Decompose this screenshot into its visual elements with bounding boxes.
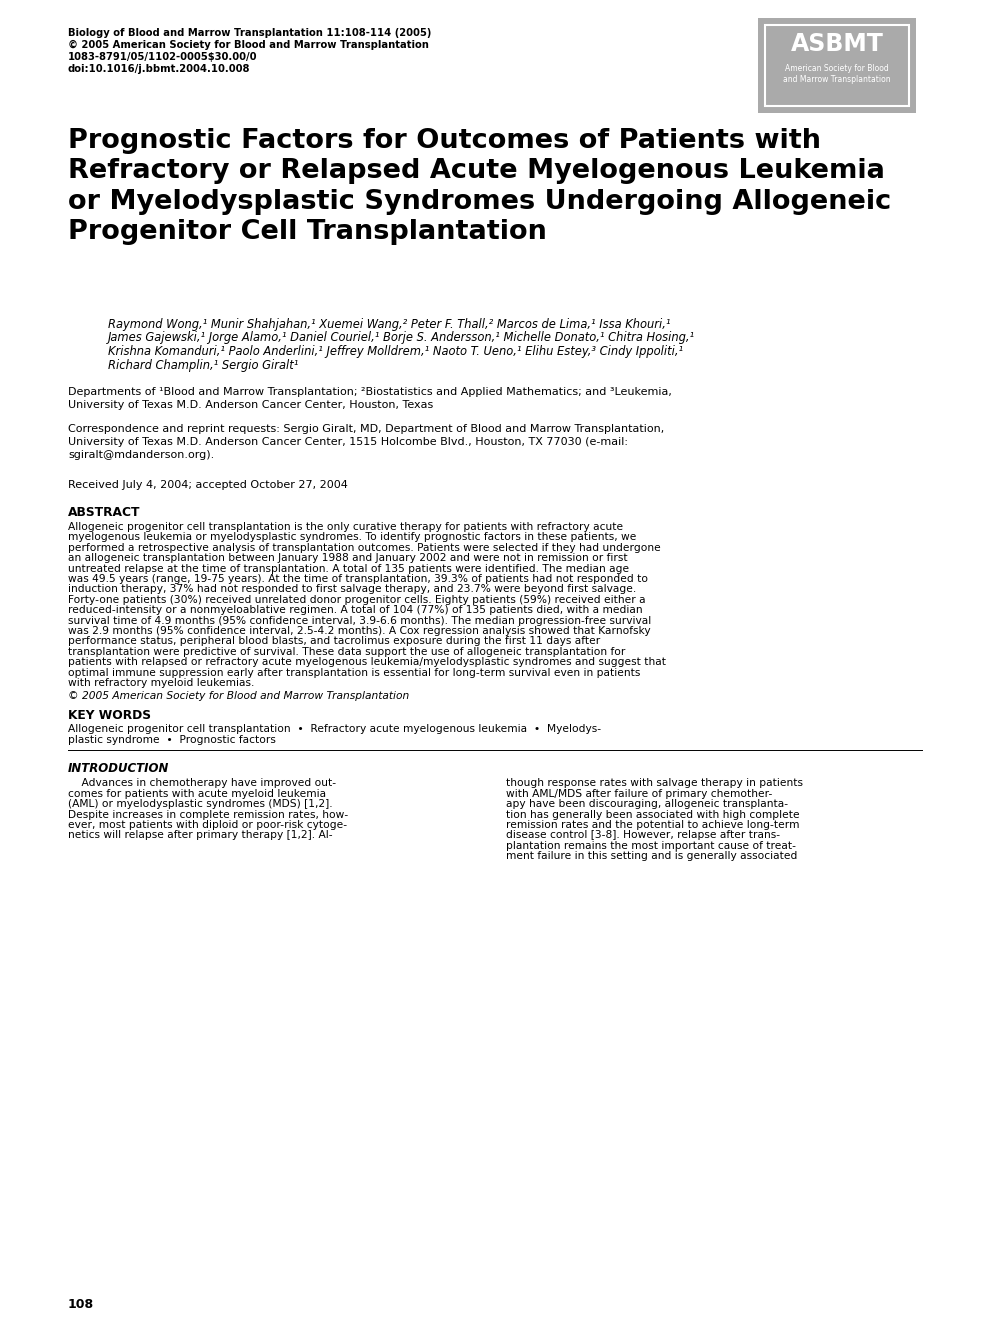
Text: Prognostic Factors for Outcomes of Patients with
Refractory or Relapsed Acute My: Prognostic Factors for Outcomes of Patie… (68, 128, 891, 246)
Text: untreated relapse at the time of transplantation. A total of 135 patients were i: untreated relapse at the time of transpl… (68, 564, 629, 574)
Text: Correspondence and reprint requests: Sergio Giralt, MD, Department of Blood and : Correspondence and reprint requests: Ser… (68, 424, 664, 461)
Text: INTRODUCTION: INTRODUCTION (68, 763, 169, 775)
Text: with refractory myeloid leukemias.: with refractory myeloid leukemias. (68, 678, 254, 688)
Text: ment failure in this setting and is generally associated: ment failure in this setting and is gene… (506, 851, 797, 861)
Text: © 2005 American Society for Blood and Marrow Transplantation: © 2005 American Society for Blood and Ma… (68, 692, 409, 701)
Text: and Marrow Transplantation: and Marrow Transplantation (783, 75, 891, 84)
Text: optimal immune suppression early after transplantation is essential for long-ter: optimal immune suppression early after t… (68, 668, 641, 677)
Text: 108: 108 (68, 1298, 94, 1311)
Text: Krishna Komanduri,¹ Paolo Anderlini,¹ Jeffrey Molldrem,¹ Naoto T. Ueno,¹ Elihu E: Krishna Komanduri,¹ Paolo Anderlini,¹ Je… (108, 345, 683, 358)
Text: was 49.5 years (range, 19-75 years). At the time of transplantation, 39.3% of pa: was 49.5 years (range, 19-75 years). At … (68, 574, 648, 583)
Text: Biology of Blood and Marrow Transplantation 11:108-114 (2005): Biology of Blood and Marrow Transplantat… (68, 28, 432, 38)
Text: ever, most patients with diploid or poor-risk cytoge-: ever, most patients with diploid or poor… (68, 820, 347, 830)
Text: remission rates and the potential to achieve long-term: remission rates and the potential to ach… (506, 820, 800, 830)
Text: James Gajewski,¹ Jorge Alamo,¹ Daniel Couriel,¹ Borje S. Andersson,¹ Michelle Do: James Gajewski,¹ Jorge Alamo,¹ Daniel Co… (108, 331, 695, 345)
Text: myelogenous leukemia or myelodysplastic syndromes. To identify prognostic factor: myelogenous leukemia or myelodysplastic … (68, 532, 637, 543)
Text: 1083-8791/05/1102-0005$30.00/0: 1083-8791/05/1102-0005$30.00/0 (68, 51, 257, 62)
Text: Richard Champlin,¹ Sergio Giralt¹: Richard Champlin,¹ Sergio Giralt¹ (108, 359, 298, 371)
Text: tion has generally been associated with high complete: tion has generally been associated with … (506, 809, 800, 820)
Text: reduced-intensity or a nonmyeloablative regimen. A total of 104 (77%) of 135 pat: reduced-intensity or a nonmyeloablative … (68, 605, 643, 615)
Text: Departments of ¹Blood and Marrow Transplantation; ²Biostatistics and Applied Mat: Departments of ¹Blood and Marrow Transpl… (68, 387, 672, 411)
Text: ASBMT: ASBMT (791, 32, 883, 55)
Text: an allogeneic transplantation between January 1988 and January 2002 and were not: an allogeneic transplantation between Ja… (68, 553, 628, 564)
Text: disease control [3-8]. However, relapse after trans-: disease control [3-8]. However, relapse … (506, 830, 780, 841)
Text: Allogeneic progenitor cell transplantation is the only curative therapy for pati: Allogeneic progenitor cell transplantati… (68, 521, 623, 532)
Text: performed a retrospective analysis of transplantation outcomes. Patients were se: performed a retrospective analysis of tr… (68, 543, 660, 553)
Text: plastic syndrome  •  Prognostic factors: plastic syndrome • Prognostic factors (68, 735, 276, 746)
Bar (765, 25, 909, 106)
Text: Forty-one patients (30%) received unrelated donor progenitor cells. Eighty patie: Forty-one patients (30%) received unrela… (68, 595, 645, 605)
Text: Raymond Wong,¹ Munir Shahjahan,¹ Xuemei Wang,² Peter F. Thall,² Marcos de Lima,¹: Raymond Wong,¹ Munir Shahjahan,¹ Xuemei … (108, 318, 670, 331)
Text: survival time of 4.9 months (95% confidence interval, 3.9-6.6 months). The media: survival time of 4.9 months (95% confide… (68, 615, 651, 626)
Text: ABSTRACT: ABSTRACT (68, 506, 141, 519)
Text: American Society for Blood: American Society for Blood (785, 63, 889, 73)
Text: plantation remains the most important cause of treat-: plantation remains the most important ca… (506, 841, 796, 851)
Text: patients with relapsed or refractory acute myelogenous leukemia/myelodysplastic : patients with relapsed or refractory acu… (68, 657, 666, 667)
Text: doi:10.1016/j.bbmt.2004.10.008: doi:10.1016/j.bbmt.2004.10.008 (68, 63, 250, 74)
Text: was 2.9 months (95% confidence interval, 2.5-4.2 months). A Cox regression analy: was 2.9 months (95% confidence interval,… (68, 626, 650, 636)
Text: (AML) or myelodysplastic syndromes (MDS) [1,2].: (AML) or myelodysplastic syndromes (MDS)… (68, 799, 333, 809)
Text: netics will relapse after primary therapy [1,2]. Al-: netics will relapse after primary therap… (68, 830, 333, 841)
Bar (758, 18, 916, 114)
Text: though response rates with salvage therapy in patients: though response rates with salvage thera… (506, 779, 803, 788)
Text: performance status, peripheral blood blasts, and tacrolimus exposure during the : performance status, peripheral blood bla… (68, 636, 600, 647)
Text: © 2005 American Society for Blood and Marrow Transplantation: © 2005 American Society for Blood and Ma… (68, 40, 429, 50)
Text: comes for patients with acute myeloid leukemia: comes for patients with acute myeloid le… (68, 789, 326, 799)
Text: Despite increases in complete remission rates, how-: Despite increases in complete remission … (68, 809, 348, 820)
Text: transplantation were predictive of survival. These data support the use of allog: transplantation were predictive of survi… (68, 647, 626, 657)
Text: induction therapy, 37% had not responded to first salvage therapy, and 23.7% wer: induction therapy, 37% had not responded… (68, 585, 637, 594)
Text: Advances in chemotherapy have improved out-: Advances in chemotherapy have improved o… (68, 779, 337, 788)
Text: KEY WORDS: KEY WORDS (68, 709, 151, 722)
Text: Received July 4, 2004; accepted October 27, 2004: Received July 4, 2004; accepted October … (68, 480, 347, 490)
Text: Allogeneic progenitor cell transplantation  •  Refractory acute myelogenous leuk: Allogeneic progenitor cell transplantati… (68, 725, 601, 734)
Text: apy have been discouraging, allogeneic transplanta-: apy have been discouraging, allogeneic t… (506, 799, 788, 809)
Text: with AML/MDS after failure of primary chemother-: with AML/MDS after failure of primary ch… (506, 789, 772, 799)
